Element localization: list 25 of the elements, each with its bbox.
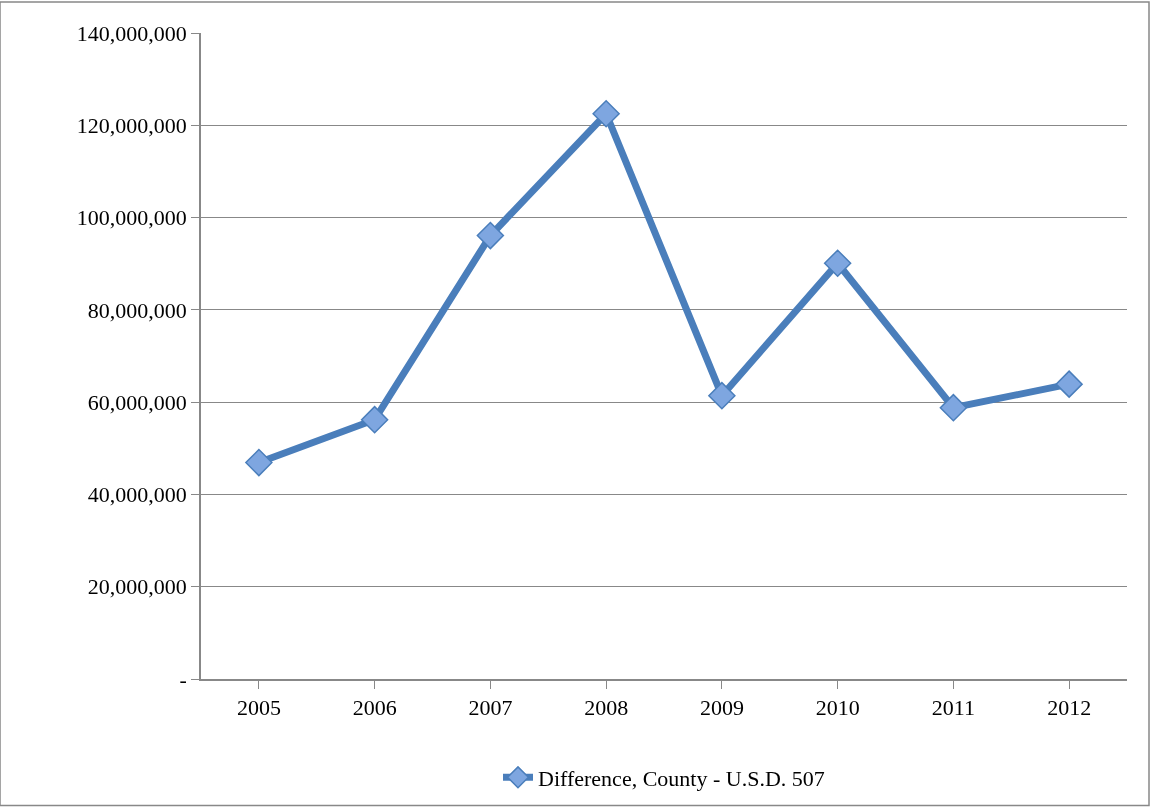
y-tick-label: 80,000,000: [87, 297, 187, 323]
y-tick-label: 140,000,000: [76, 20, 187, 46]
point: [592, 100, 620, 128]
y-tick-label: -: [179, 666, 187, 692]
y-tick-label: 100,000,000: [76, 205, 187, 231]
x-tick-label: 2005: [236, 695, 281, 721]
y-tick-label: 20,000,000: [87, 574, 187, 600]
x-tick-label: 2012: [1047, 695, 1092, 721]
point: [1055, 370, 1083, 398]
y-tick-label: 40,000,000: [87, 482, 187, 508]
point: [360, 405, 389, 434]
point: [476, 221, 505, 250]
x-tick-label: 2009: [699, 695, 744, 721]
point: [823, 249, 852, 277]
point: [939, 393, 968, 422]
point: [708, 381, 736, 410]
point: [245, 448, 273, 477]
y-tick-label: 120,000,000: [76, 112, 187, 138]
legend-label: Difference, County - U.S.D. 507: [538, 765, 825, 791]
x-tick-label: 2008: [584, 695, 629, 721]
x-tick-label: 2006: [352, 695, 397, 721]
x-tick-label: 2011: [931, 695, 975, 721]
x-tick-label: 2010: [815, 695, 860, 721]
x-tick-label: 2007: [468, 695, 513, 721]
y-tick-label: 60,000,000: [87, 389, 187, 415]
